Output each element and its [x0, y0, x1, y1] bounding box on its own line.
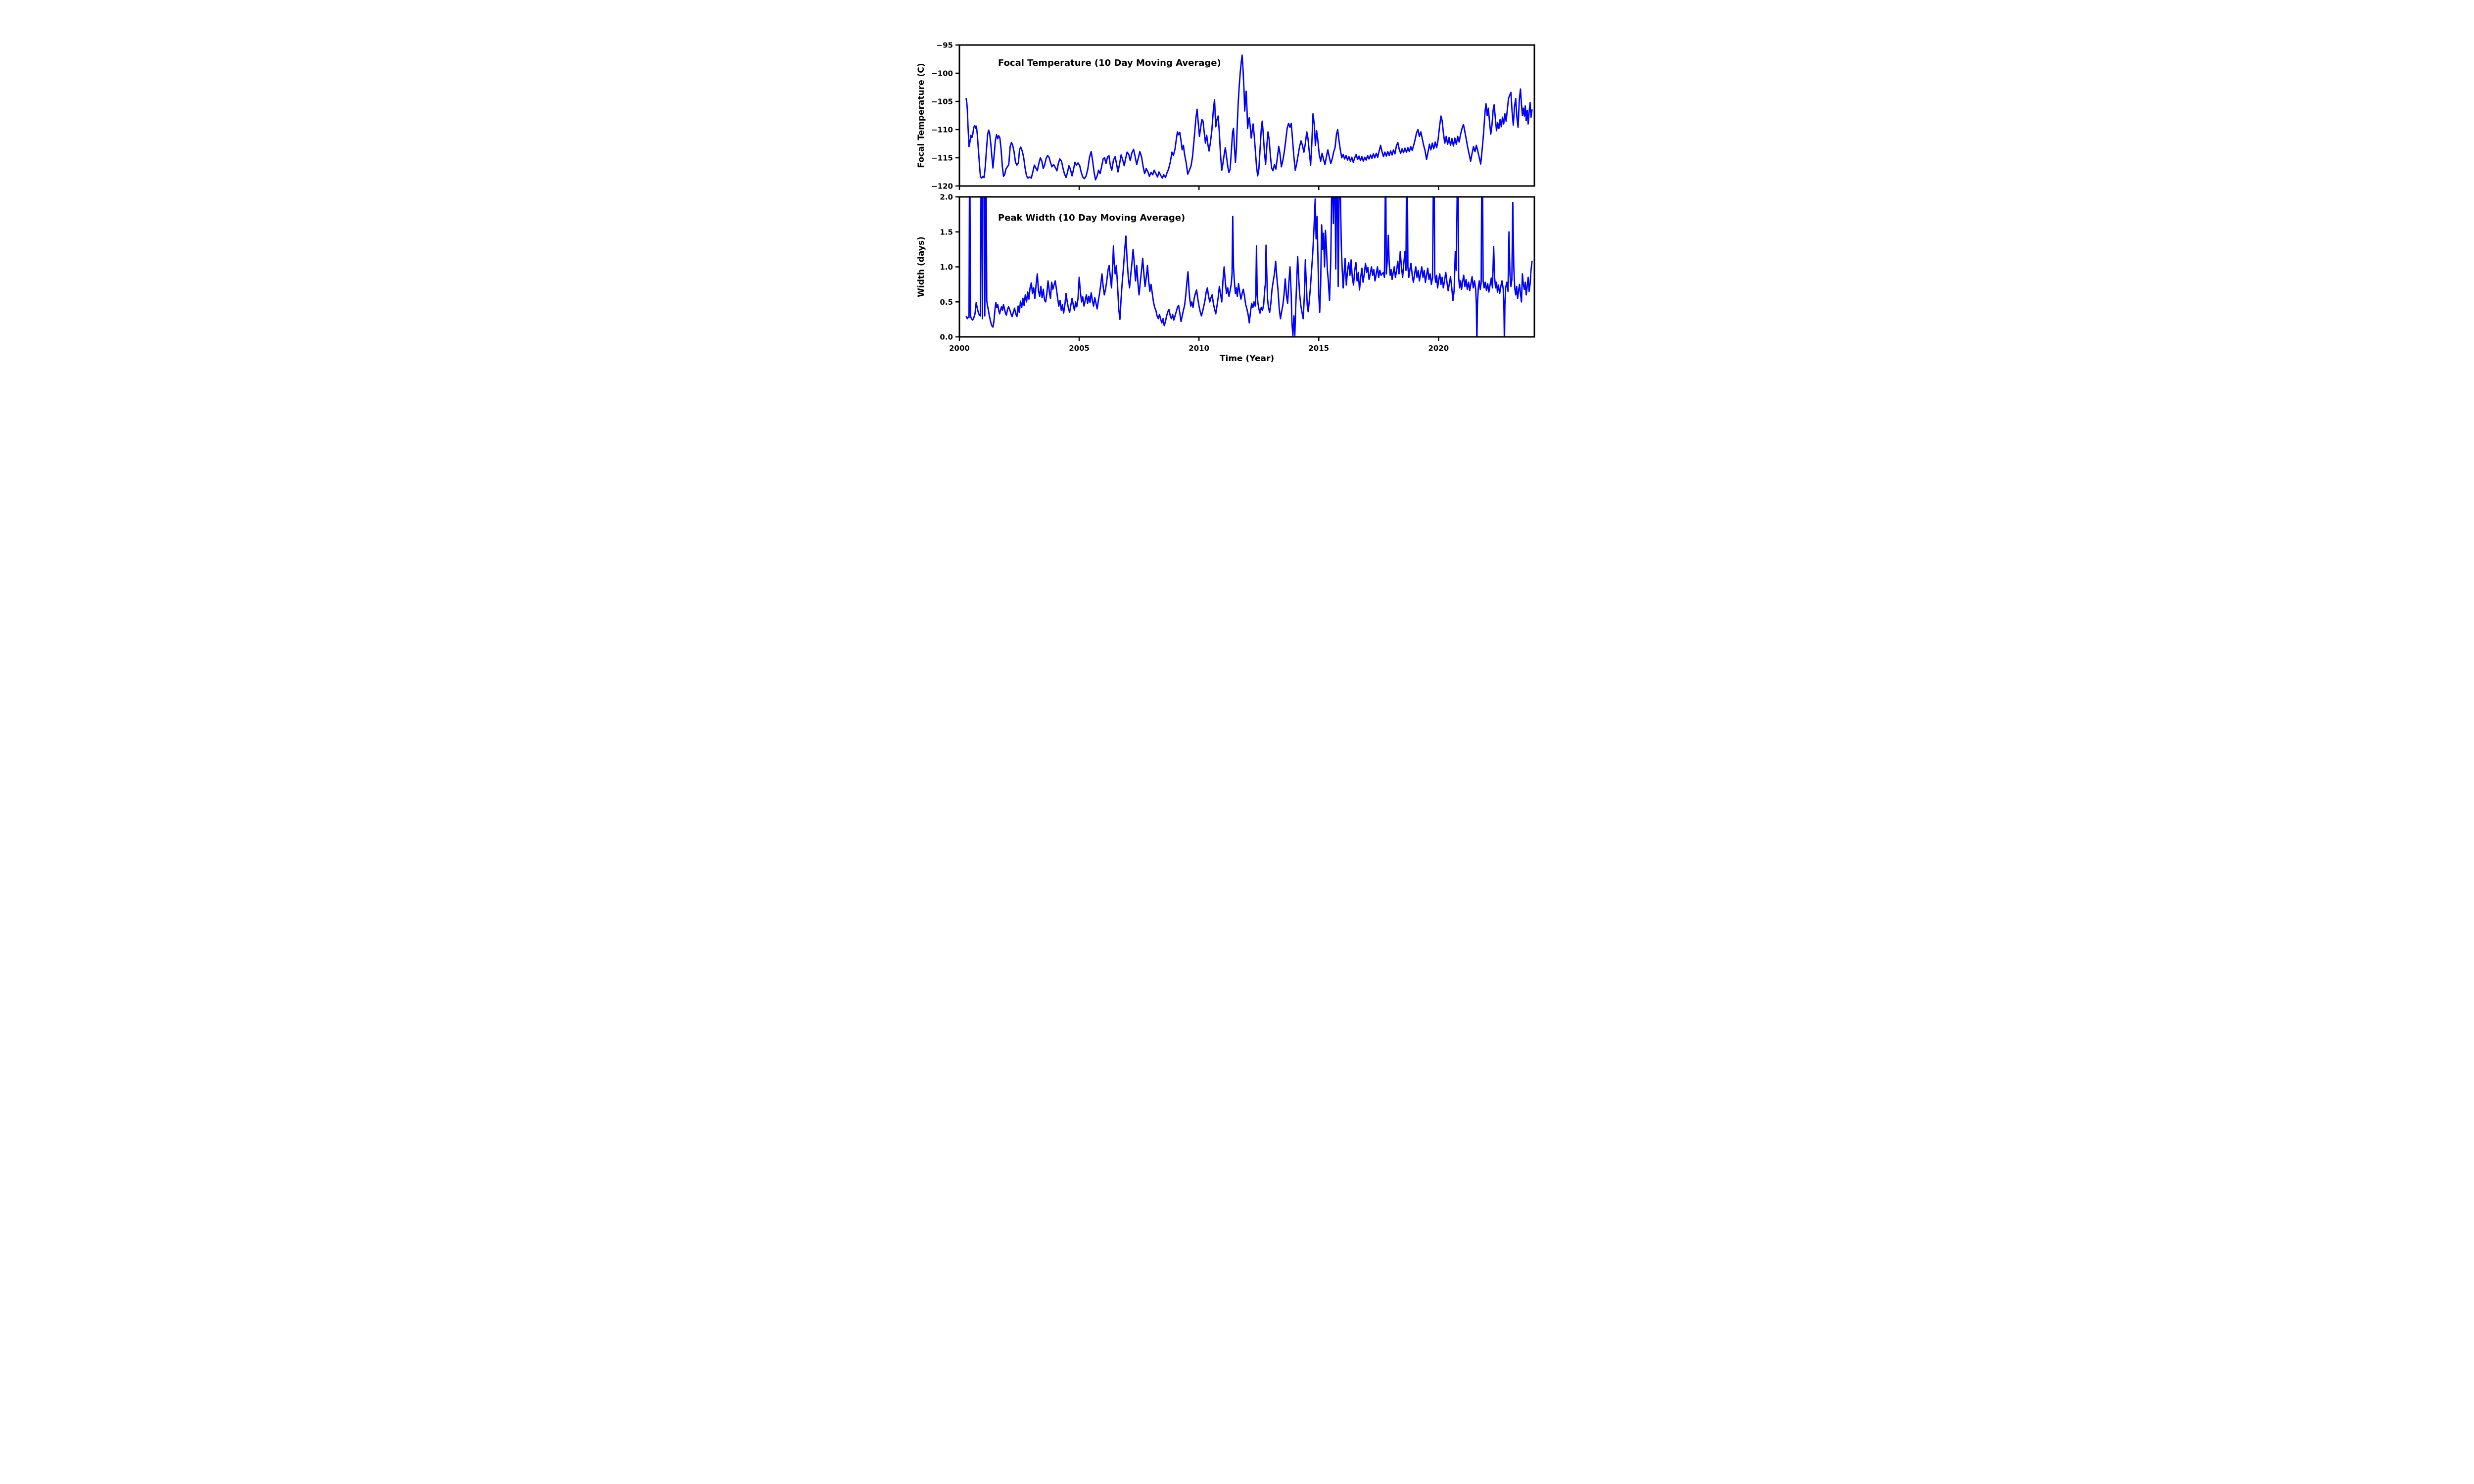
y-tick-label: −100 [931, 69, 953, 78]
bottom-plot-y-axis-label: Width (days) [916, 236, 926, 297]
y-tick-label: 2.0 [940, 193, 953, 202]
top-plot-y-axis-label: Focal Temperature (C) [916, 63, 926, 168]
x-tick-label: 2020 [1428, 344, 1449, 353]
y-tick-label: −115 [931, 154, 953, 163]
y-tick-label: 0.0 [940, 333, 953, 342]
y-tick-label: 1.0 [940, 263, 953, 272]
line-series-focal_temperature_10day_ma [965, 54, 1533, 181]
y-tick-label: −95 [937, 41, 953, 50]
x-tick-label: 2010 [1189, 344, 1209, 353]
plot-focal-temperature: −95 −100 −105 −110 −115 −120 Focal Temperatur… [916, 41, 1535, 191]
axis-ticks-top-plot: −95 −100 −105 −110 −115 −120 [931, 41, 1439, 191]
y-tick-label: 1.5 [940, 228, 953, 236]
y-tick-label: −120 [931, 182, 953, 191]
x-axis-label: Time (Year) [1220, 354, 1274, 364]
bottom-plot-title: Peak Width (10 Day Moving Average) [998, 213, 1185, 223]
x-tick-label: 2000 [949, 344, 970, 353]
figure: −95 −100 −105 −110 −115 −120 Focal Temperatur… [866, 0, 1608, 371]
series-group-top-plot [965, 54, 1533, 181]
plot-peak-width: 2000 2005 2010 2015 2020 0.0 0.5 1.0 1.5 2.0 Peak… [916, 193, 1535, 364]
series-group-bottom-plot [965, 197, 1533, 337]
dual-panel-line-chart: −95 −100 −105 −110 −115 −120 Focal Temperatur… [866, 0, 1608, 371]
x-tick-label: 2005 [1069, 344, 1090, 353]
y-tick-label: −110 [931, 126, 953, 135]
plot-frame-top [958, 44, 1535, 187]
line-series-peak_width_10day_ma [965, 197, 1533, 337]
y-tick-label: −105 [931, 97, 953, 106]
plot-frame-bottom [958, 196, 1535, 338]
x-tick-label: 2015 [1308, 344, 1329, 353]
y-tick-label: 0.5 [940, 298, 953, 307]
top-plot-title: Focal Temperature (10 Day Moving Average… [998, 58, 1221, 68]
